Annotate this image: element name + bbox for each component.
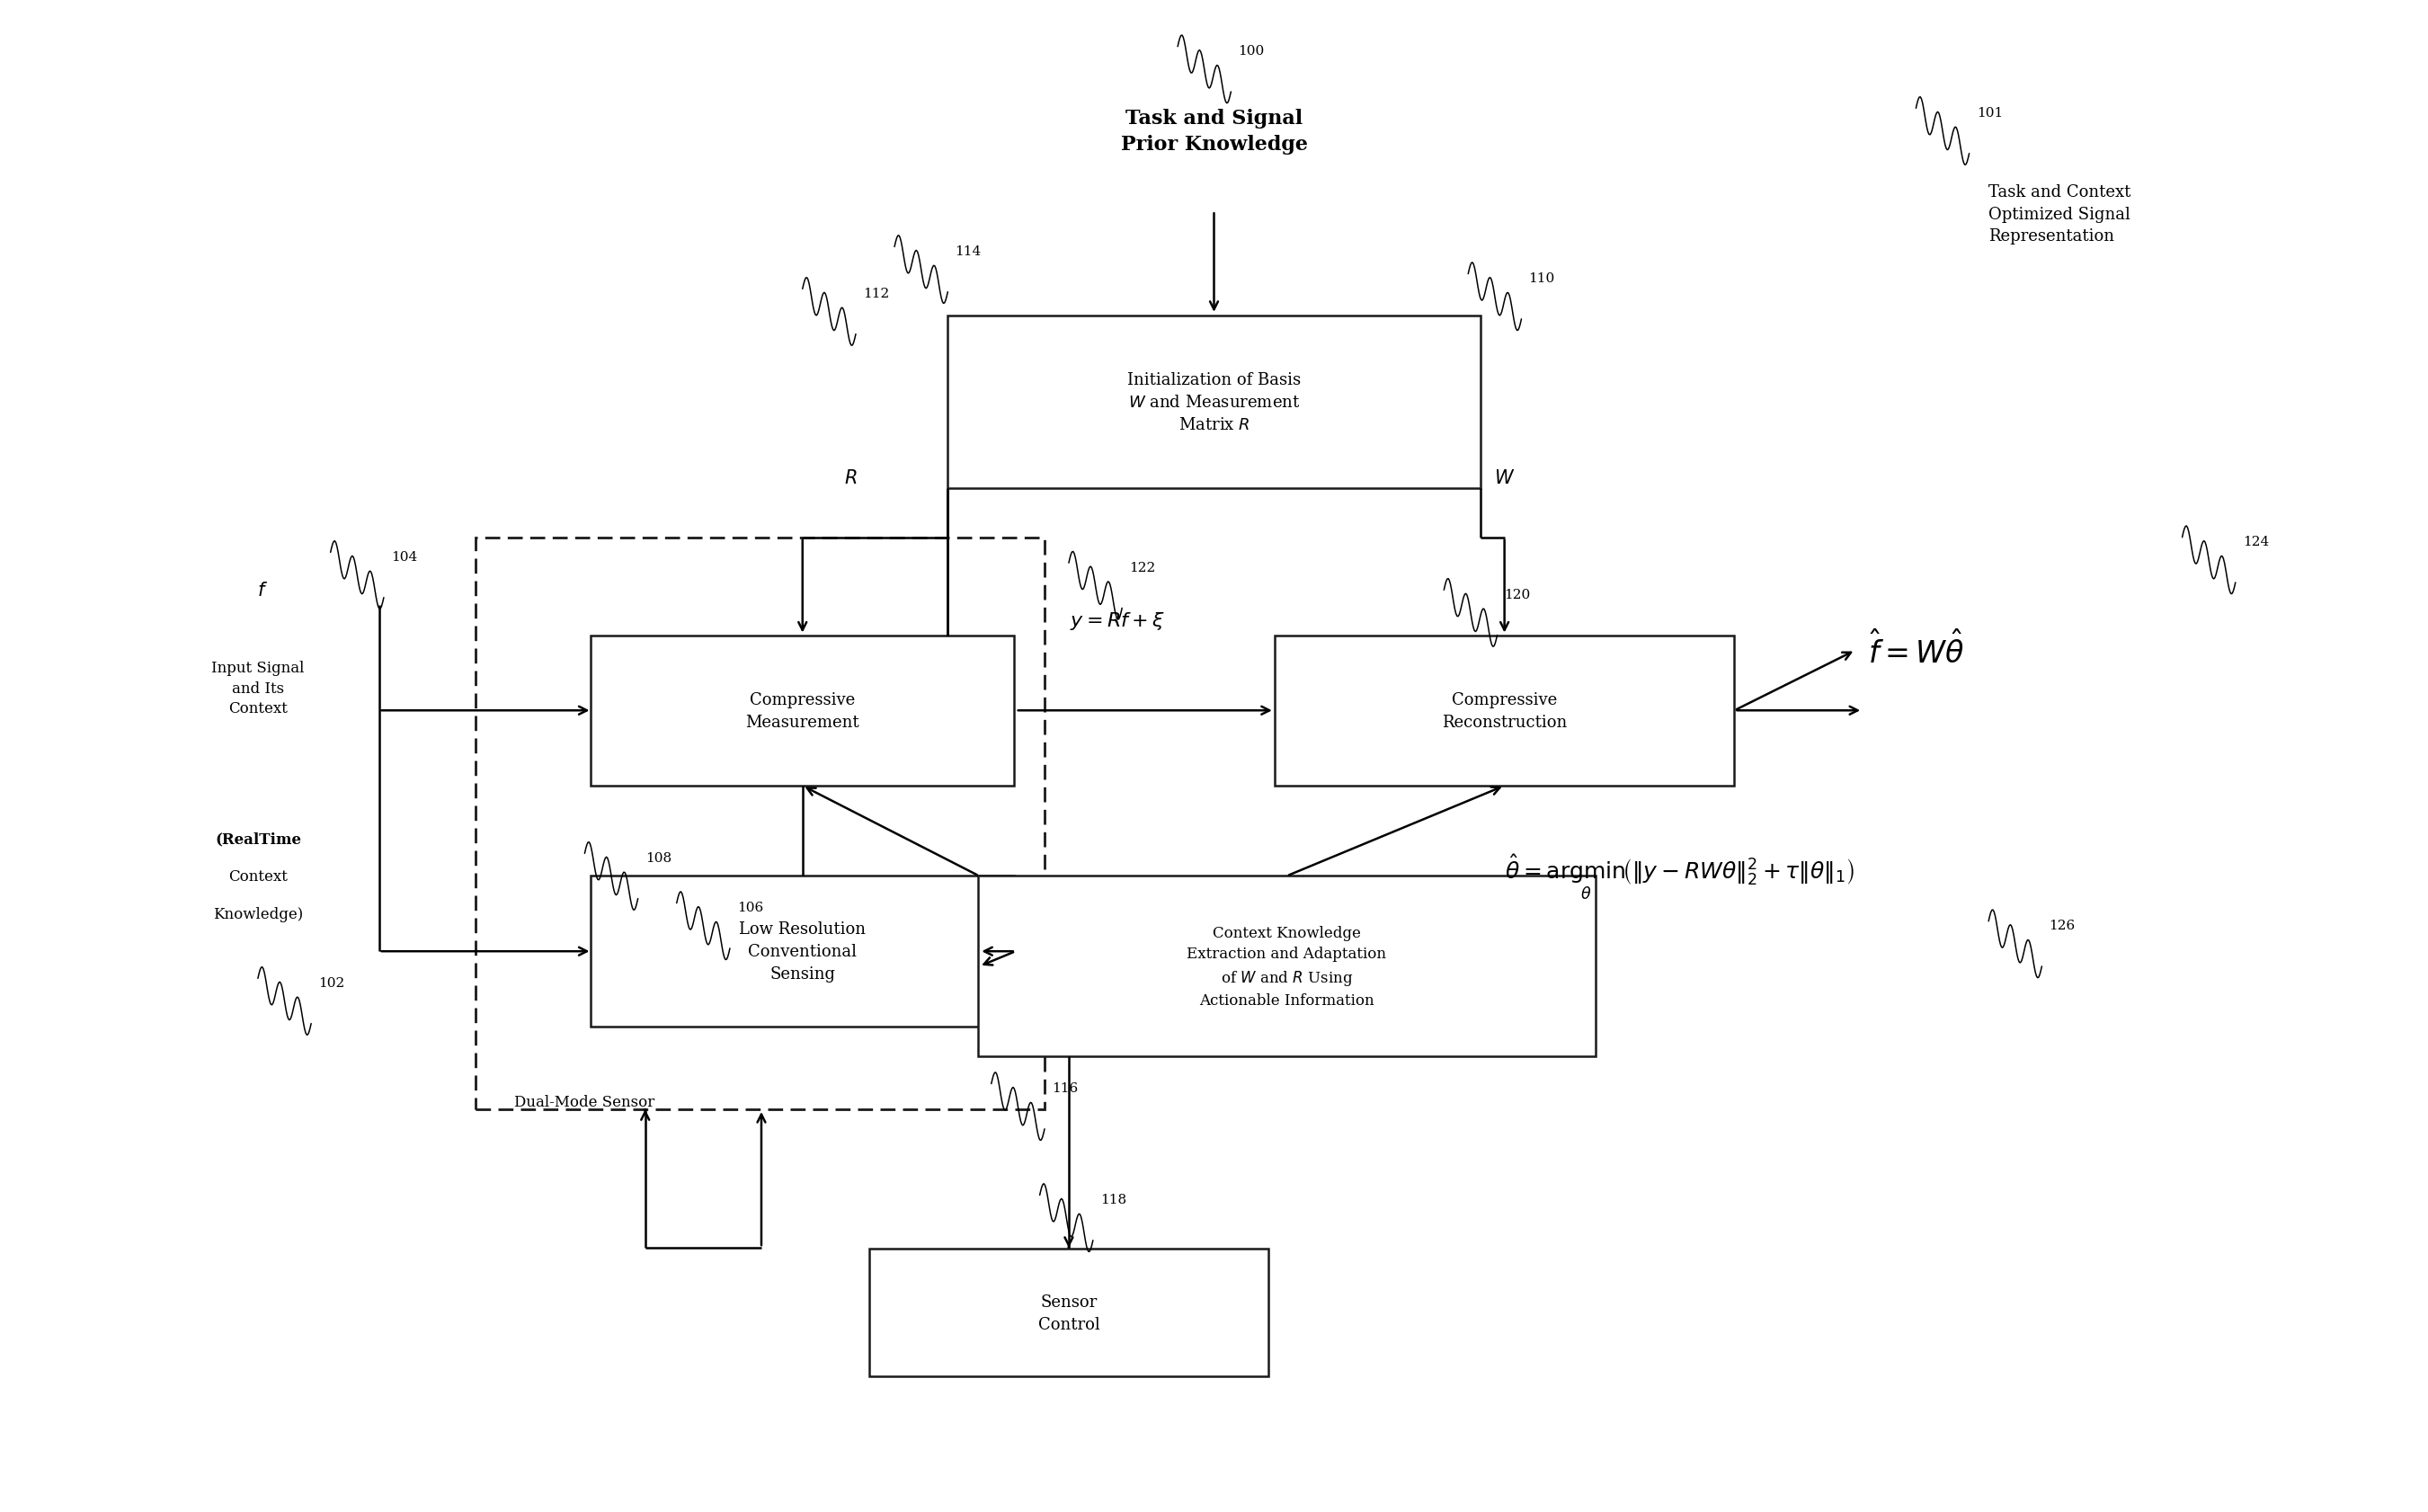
Text: 118: 118 bbox=[1100, 1193, 1127, 1205]
FancyBboxPatch shape bbox=[978, 877, 1595, 1057]
Text: Initialization of Basis
$W$ and Measurement
Matrix $R$: Initialization of Basis $W$ and Measurem… bbox=[1127, 372, 1301, 432]
Text: 126: 126 bbox=[2049, 919, 2076, 931]
FancyBboxPatch shape bbox=[869, 1249, 1267, 1376]
Text: $f$: $f$ bbox=[257, 582, 267, 599]
FancyBboxPatch shape bbox=[476, 538, 1044, 1110]
FancyBboxPatch shape bbox=[590, 877, 1015, 1027]
Text: (RealTime: (RealTime bbox=[214, 832, 301, 847]
Text: $R$: $R$ bbox=[845, 469, 857, 487]
Text: Task and Context
Optimized Signal
Representation: Task and Context Optimized Signal Repres… bbox=[1989, 184, 2132, 245]
Text: 101: 101 bbox=[1976, 107, 2003, 119]
FancyBboxPatch shape bbox=[1275, 635, 1734, 786]
Text: 112: 112 bbox=[862, 287, 889, 299]
Text: Task and Signal
Prior Knowledge: Task and Signal Prior Knowledge bbox=[1119, 109, 1309, 154]
Text: 106: 106 bbox=[738, 901, 762, 913]
Text: 102: 102 bbox=[318, 977, 345, 989]
Text: Compressive
Measurement: Compressive Measurement bbox=[745, 691, 860, 730]
Text: 114: 114 bbox=[954, 245, 981, 257]
Text: 122: 122 bbox=[1129, 561, 1156, 573]
Text: $\hat{f} = W\hat{\theta}$: $\hat{f} = W\hat{\theta}$ bbox=[1867, 632, 1964, 670]
Text: 124: 124 bbox=[2243, 535, 2270, 547]
Text: Input Signal
and Its
Context: Input Signal and Its Context bbox=[211, 661, 304, 717]
Text: $y = Rf + \xi$: $y = Rf + \xi$ bbox=[1068, 609, 1165, 632]
Text: 100: 100 bbox=[1238, 45, 1265, 57]
Text: Context: Context bbox=[228, 869, 287, 885]
FancyBboxPatch shape bbox=[590, 635, 1015, 786]
Text: 116: 116 bbox=[1051, 1081, 1078, 1095]
Text: 104: 104 bbox=[391, 550, 418, 562]
Text: 108: 108 bbox=[646, 851, 673, 863]
Text: Dual-Mode Sensor: Dual-Mode Sensor bbox=[515, 1095, 656, 1110]
FancyBboxPatch shape bbox=[947, 316, 1481, 488]
Text: Sensor
Control: Sensor Control bbox=[1037, 1293, 1100, 1332]
Text: Context Knowledge
Extraction and Adaptation
of $W$ and $R$ Using
Actionable Info: Context Knowledge Extraction and Adaptat… bbox=[1187, 925, 1386, 1009]
Text: Knowledge): Knowledge) bbox=[214, 906, 304, 922]
Text: Compressive
Reconstruction: Compressive Reconstruction bbox=[1442, 691, 1566, 730]
Text: 120: 120 bbox=[1505, 588, 1530, 600]
Text: $\hat{\theta}=\underset{\theta}{\mathrm{argmin}}\!\left(\|y-RW\theta\|_2^2+\tau\: $\hat{\theta}=\underset{\theta}{\mathrm{… bbox=[1505, 851, 1855, 901]
Text: $W$: $W$ bbox=[1493, 469, 1515, 487]
Text: Low Resolution
Conventional
Sensing: Low Resolution Conventional Sensing bbox=[738, 921, 867, 983]
Text: 110: 110 bbox=[1530, 272, 1554, 284]
